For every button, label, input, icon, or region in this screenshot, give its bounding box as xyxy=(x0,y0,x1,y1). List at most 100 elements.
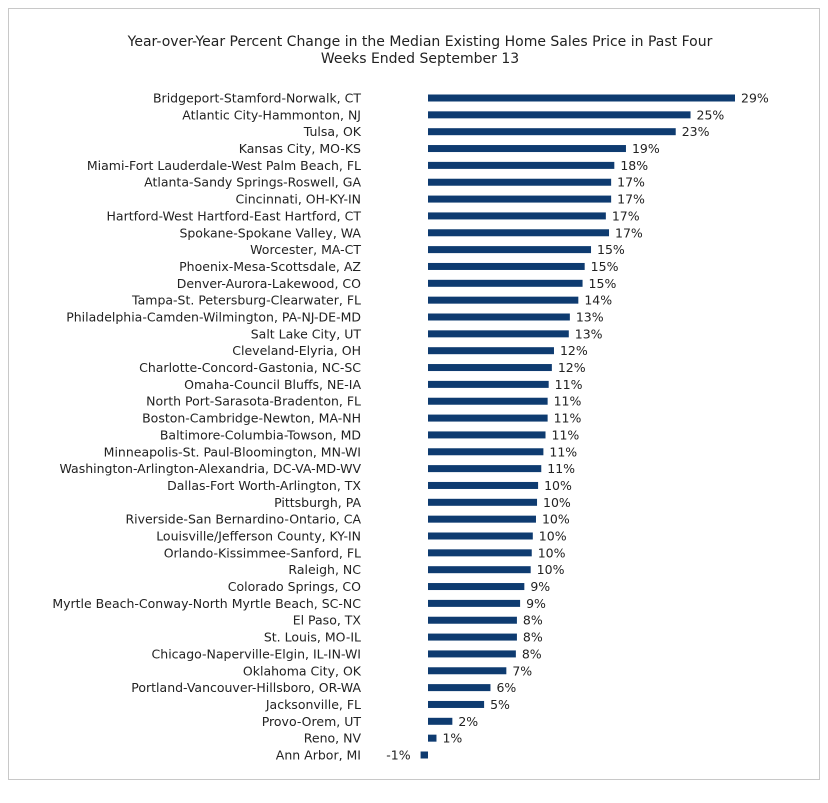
bar xyxy=(428,145,626,153)
bar xyxy=(428,330,569,338)
category-label: Hartford-West Hartford-East Hartford, CT xyxy=(107,208,362,223)
value-label: 17% xyxy=(612,208,640,223)
category-label: Orlando-Kissimmee-Sanford, FL xyxy=(164,545,361,560)
bar xyxy=(428,347,554,355)
category-label: El Paso, TX xyxy=(293,613,362,628)
bar xyxy=(428,397,548,405)
bar xyxy=(428,734,437,742)
category-label: Denver-Aurora-Lakewood, CO xyxy=(177,276,361,291)
bar xyxy=(428,431,546,439)
bar xyxy=(428,650,516,658)
bar xyxy=(428,667,507,675)
category-label: Bridgeport-Stamford-Norwalk, CT xyxy=(153,91,361,106)
value-label: 11% xyxy=(554,411,582,426)
category-label: Miami-Fort Lauderdale-West Palm Beach, F… xyxy=(87,158,361,173)
value-label: 1% xyxy=(442,731,462,746)
bar xyxy=(428,549,532,557)
category-label: Boston-Cambridge-Newton, MA-NH xyxy=(142,411,361,426)
category-label: Tampa-St. Petersburg-Clearwater, FL xyxy=(131,293,361,308)
category-label: Worcester, MA-CT xyxy=(250,242,361,257)
bar xyxy=(428,717,453,725)
bar xyxy=(428,195,612,203)
chart-border xyxy=(8,8,820,780)
bar xyxy=(428,481,539,489)
value-label: 12% xyxy=(560,343,588,358)
value-label: 18% xyxy=(620,158,648,173)
bar xyxy=(428,364,552,372)
category-label: Cleveland-Elyria, OH xyxy=(232,343,361,358)
value-label: 17% xyxy=(617,192,645,207)
value-label: 9% xyxy=(530,579,550,594)
value-label: 10% xyxy=(538,545,566,560)
bar xyxy=(428,414,548,422)
value-label: 10% xyxy=(537,562,565,577)
bar xyxy=(420,751,428,759)
value-label: 10% xyxy=(543,495,571,510)
bar xyxy=(428,498,538,506)
category-label: Tulsa, OK xyxy=(303,124,362,139)
value-label: 15% xyxy=(591,259,619,274)
value-label: 8% xyxy=(522,646,542,661)
bar xyxy=(428,465,542,473)
bar xyxy=(428,262,585,270)
value-label: 10% xyxy=(539,529,567,544)
value-label: 11% xyxy=(555,377,583,392)
bar xyxy=(428,566,531,574)
value-label: 10% xyxy=(542,512,570,527)
bar xyxy=(428,448,544,456)
value-label: 7% xyxy=(512,663,532,678)
value-label: 11% xyxy=(554,394,582,409)
value-label: 13% xyxy=(575,326,603,341)
category-label: Riverside-San Bernardino-Ontario, CA xyxy=(125,512,361,527)
value-label: 10% xyxy=(544,478,572,493)
category-label: Louisville/Jefferson County, KY-IN xyxy=(156,529,361,544)
category-label: Washington-Arlington-Alexandria, DC-VA-M… xyxy=(59,461,361,476)
value-label: 29% xyxy=(741,91,769,106)
value-label: 9% xyxy=(526,596,546,611)
bar xyxy=(428,246,592,254)
value-label: 15% xyxy=(589,276,617,291)
value-label: 11% xyxy=(552,427,580,442)
value-label: 8% xyxy=(523,630,543,645)
bar xyxy=(428,94,735,102)
bar xyxy=(428,583,525,591)
value-label: 11% xyxy=(549,444,577,459)
category-label: Minneapolis-St. Paul-Bloomington, MN-WI xyxy=(104,444,361,459)
category-label: Atlanta-Sandy Springs-Roswell, GA xyxy=(144,175,361,190)
category-label: Chicago-Naperville-Elgin, IL-IN-WI xyxy=(152,646,361,661)
category-label: Philadelphia-Camden-Wilmington, PA-NJ-DE… xyxy=(66,310,361,325)
bar xyxy=(428,380,549,388)
value-label: 17% xyxy=(615,225,643,240)
value-label: 25% xyxy=(697,107,725,122)
bar xyxy=(428,532,533,540)
value-label: -1% xyxy=(386,748,410,763)
category-label: Pittsburgh, PA xyxy=(274,495,361,510)
category-label: Omaha-Council Bluffs, NE-IA xyxy=(184,377,361,392)
value-label: 23% xyxy=(682,124,710,139)
category-label: Myrtle Beach-Conway-North Myrtle Beach, … xyxy=(52,596,361,611)
bar xyxy=(428,313,570,321)
bar xyxy=(428,599,521,607)
value-label: 5% xyxy=(490,697,510,712)
bar xyxy=(428,128,676,136)
bar xyxy=(428,178,612,186)
value-label: 14% xyxy=(584,293,612,308)
bar xyxy=(428,111,691,119)
category-label: Baltimore-Columbia-Towson, MD xyxy=(160,427,361,442)
value-label: 13% xyxy=(576,310,604,325)
category-label: Jacksonville, FL xyxy=(265,697,361,712)
bar xyxy=(428,279,583,287)
value-label: 8% xyxy=(523,613,543,628)
category-label: Phoenix-Mesa-Scottsdale, AZ xyxy=(179,259,361,274)
category-label: Spokane-Spokane Valley, WA xyxy=(179,225,361,240)
category-label: North Port-Sarasota-Bradenton, FL xyxy=(146,394,361,409)
bar xyxy=(428,616,517,624)
category-label: Cincinnati, OH-KY-IN xyxy=(236,192,362,207)
category-label: Salt Lake City, UT xyxy=(251,326,362,341)
value-label: 19% xyxy=(632,141,660,156)
category-label: Charlotte-Concord-Gastonia, NC-SC xyxy=(139,360,361,375)
bar xyxy=(428,515,536,523)
category-label: Kansas City, MO-KS xyxy=(239,141,361,156)
value-label: 2% xyxy=(458,714,478,729)
